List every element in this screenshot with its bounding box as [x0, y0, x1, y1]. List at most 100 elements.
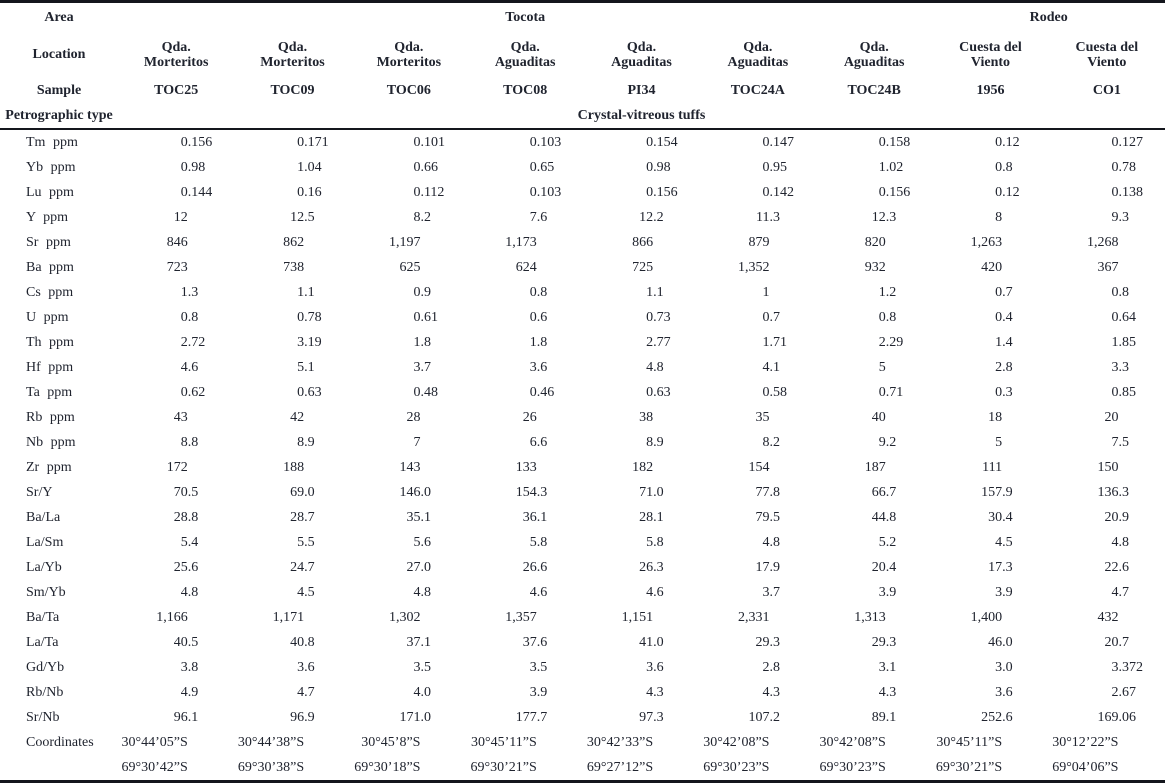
- table-cell: 4.6: [118, 355, 234, 380]
- table-cell: 70.5: [118, 480, 234, 505]
- row-label: Zr ppm: [26, 460, 72, 475]
- value-fraction-part: .6: [1002, 685, 1013, 700]
- value-integer-part: 69°27’12”S: [586, 760, 654, 775]
- table-cell: 12.2: [583, 205, 699, 230]
- value-integer-part: 20: [1104, 635, 1119, 650]
- table-cell: 0.127: [1049, 130, 1165, 155]
- value-fraction-part: .138: [1118, 185, 1143, 200]
- table-cell: 1,357: [467, 605, 583, 630]
- sample-cell: TOC25: [154, 83, 199, 98]
- value-integer-part: 171: [399, 710, 421, 725]
- value-fraction-part: .5: [1002, 535, 1013, 550]
- table-row: Gd/Yb 3.8 3.6 3.5 3.5 3.6 2.8 3.1 3.0 3.372: [0, 655, 1165, 680]
- value-fraction-part: [769, 255, 816, 280]
- table-cell: 28.7: [234, 505, 350, 530]
- value-fraction-part: [1118, 255, 1165, 280]
- table-cell: 846: [118, 230, 234, 255]
- value-integer-part: 77: [755, 485, 770, 500]
- table-row: Nb ppm 8.8 8.9 7 6.6 8.9 8.2 9.2 5 7.5: [0, 430, 1165, 455]
- table-cell: 1.1: [583, 280, 699, 305]
- value-fraction-part: .1: [885, 710, 897, 725]
- table-cell: 0.154: [583, 130, 699, 155]
- value-fraction-part: .4: [1002, 335, 1013, 350]
- table-cell: 0.103: [467, 180, 583, 205]
- table-cell: 3.0: [932, 655, 1048, 680]
- table-cell: 28.1: [583, 505, 699, 530]
- value-fraction-part: .147: [769, 135, 794, 150]
- value-integer-part: 8: [413, 210, 421, 225]
- value-integer-part: 44: [871, 510, 886, 525]
- value-fraction-part: .9: [653, 435, 664, 450]
- value-fraction-part: .8: [769, 485, 780, 500]
- table-cell: 3.3: [1049, 355, 1165, 380]
- table-cell: 1,173: [467, 230, 583, 255]
- coordinate-cell: 30°42’08”S: [700, 730, 816, 755]
- value-fraction-part: [304, 230, 351, 255]
- table-cell: 0.58: [700, 380, 816, 405]
- value-integer-part: 28: [173, 510, 188, 525]
- value-integer-part: 0: [529, 310, 537, 325]
- row-label: Nb ppm: [26, 435, 76, 450]
- value-integer-part: 8: [995, 210, 1003, 225]
- value-fraction-part: .7: [1118, 585, 1129, 600]
- table-cell: 133: [467, 455, 583, 480]
- value-fraction-part: [1002, 205, 1049, 230]
- value-integer-part: 30°42’08”S: [819, 735, 886, 750]
- table-cell: 26.3: [583, 555, 699, 580]
- value-integer-part: 4: [878, 685, 886, 700]
- value-fraction-part: .3: [1118, 210, 1129, 225]
- value-integer-part: 20: [1104, 510, 1119, 525]
- value-fraction-part: [886, 405, 933, 430]
- table-cell: 97.3: [583, 705, 699, 730]
- value-integer-part: 22: [1104, 560, 1119, 575]
- table-row: Sm/Yb 4.8 4.5 4.8 4.6 4.6 3.7 3.9 3.9 4.7: [0, 580, 1165, 605]
- value-integer-part: 1,313: [854, 610, 886, 625]
- table-cell: 96.9: [234, 705, 350, 730]
- value-fraction-part: .1: [536, 510, 548, 525]
- value-fraction-part: [420, 455, 467, 480]
- coordinate-cell: 30°12’22”S: [1049, 730, 1165, 755]
- value-integer-part: 1: [878, 285, 886, 300]
- value-integer-part: 4: [646, 585, 654, 600]
- value-integer-part: 4: [297, 685, 305, 700]
- table-row: La/Ta 40.5 40.8 37.1 37.6 41.0 29.3 29.3 46.0 20.…: [0, 630, 1165, 655]
- table-cell: 20.4: [816, 555, 932, 580]
- value-integer-part: 1,352: [737, 260, 770, 275]
- table-cell: 46.0: [932, 630, 1048, 655]
- value-integer-part: 3: [995, 660, 1003, 675]
- value-fraction-part: .7: [304, 685, 315, 700]
- value-fraction-part: .8: [420, 585, 431, 600]
- value-integer-part: 188: [283, 460, 305, 475]
- value-fraction-part: .5: [304, 585, 315, 600]
- value-integer-part: 17: [755, 560, 770, 575]
- value-fraction-part: .144: [187, 185, 213, 200]
- value-integer-part: 0: [878, 310, 886, 325]
- table-cell: 187: [816, 455, 932, 480]
- table-cell: 1,171: [234, 605, 350, 630]
- table-cell: 77.8: [700, 480, 816, 505]
- value-fraction-part: .0: [420, 710, 431, 725]
- table-row: Tm ppm 0.156 0.171 0.101 0.103 0.154 0.147 0.15…: [0, 130, 1165, 155]
- value-integer-part: 27: [406, 560, 421, 575]
- table-cell: 5.8: [583, 530, 699, 555]
- table-cell: 6.6: [467, 430, 583, 455]
- value-integer-part: 0: [413, 185, 421, 200]
- value-integer-part: 3: [995, 685, 1003, 700]
- value-integer-part: 89: [871, 710, 886, 725]
- value-integer-part: 3: [529, 685, 537, 700]
- value-fraction-part: .12: [1002, 185, 1020, 200]
- value-integer-part: 0: [1111, 160, 1119, 175]
- table-cell: 4.3: [700, 680, 816, 705]
- value-fraction-part: .8: [536, 335, 548, 350]
- row-label: Sr ppm: [26, 235, 71, 250]
- table-cell: 27.0: [351, 555, 467, 580]
- sample-cell: PI34: [627, 83, 656, 98]
- value-integer-part: 69°30’21”S: [935, 760, 1003, 775]
- header-row-petrographic: Petrographic type Crystal-vitreous tuffs: [0, 104, 1165, 130]
- value-fraction-part: .95: [769, 160, 787, 175]
- value-fraction-part: .3: [653, 560, 664, 575]
- table-row: Y ppm 12 12.5 8.2 7.6 12.2 11.3 12.3 8 9.3: [0, 205, 1165, 230]
- table-row: Sr/Nb 96.1 96.9 171.0 177.7 97.3 107.2 89.1 252.…: [0, 705, 1165, 730]
- value-fraction-part: [769, 755, 816, 780]
- table-cell: 0.7: [932, 280, 1048, 305]
